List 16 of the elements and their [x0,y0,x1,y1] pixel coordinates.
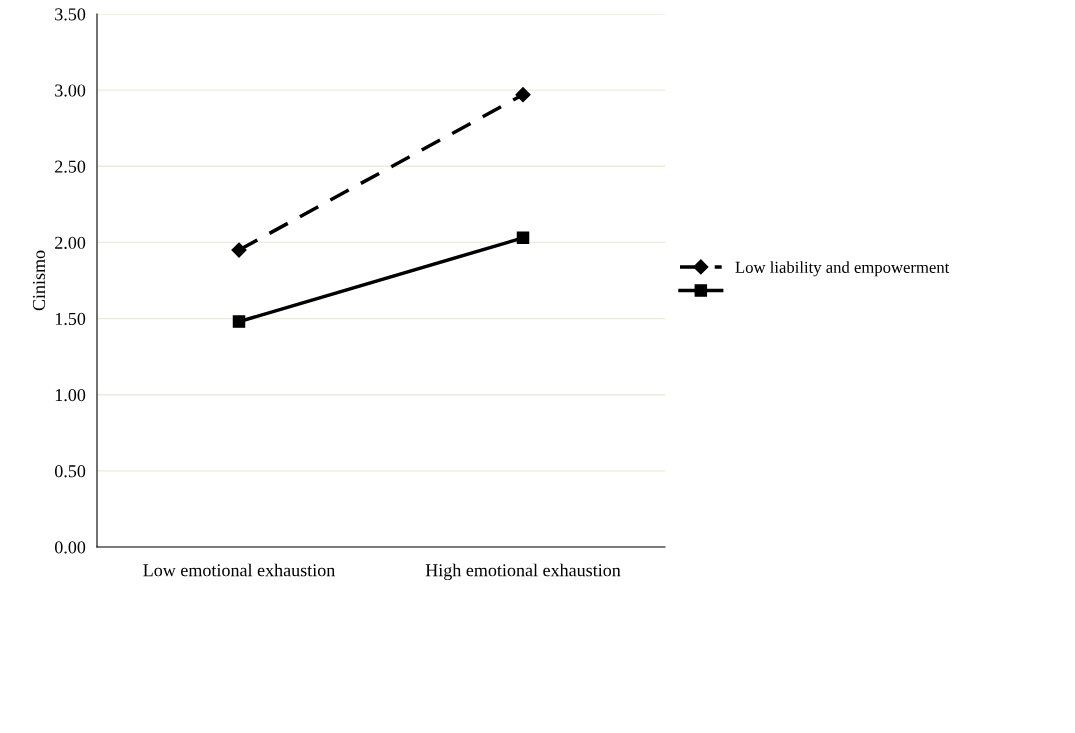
point [232,315,246,328]
legend-label: Low liability and empowerment [735,261,950,277]
y-tick-label: 3.00 [55,84,86,97]
y-tick-label: 0.50 [54,465,86,478]
point [231,242,247,258]
x-tick-label: High emotional exhaustion [425,563,621,581]
y-tick-label: 1.50 [55,312,86,326]
y-tick-label: 3.50 [55,8,86,21]
y-tick-label: 2.50 [55,160,86,173]
y-tick-label: 2.00 [55,236,86,249]
y-axis-title: Cinismo [32,250,46,311]
y-tick-label: 1.00 [55,388,86,402]
point [516,231,530,245]
y-tick-label: 0.00 [54,541,86,554]
point [515,87,531,103]
x-tick-label: Low emotional exhaustion [143,563,335,577]
